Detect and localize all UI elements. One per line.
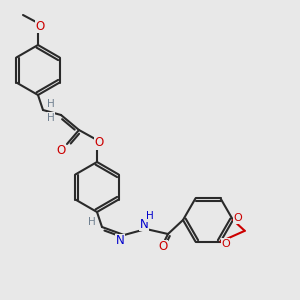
Text: O: O [221,239,230,249]
Text: O: O [234,213,242,223]
Text: N: N [116,235,124,248]
Text: H: H [88,217,96,227]
Text: O: O [94,136,103,149]
Text: H: H [47,99,55,109]
Text: O: O [35,20,45,32]
Text: O: O [158,241,168,254]
Text: N: N [140,218,148,230]
Text: H: H [146,211,154,221]
Text: O: O [56,143,66,157]
Text: H: H [47,113,55,123]
